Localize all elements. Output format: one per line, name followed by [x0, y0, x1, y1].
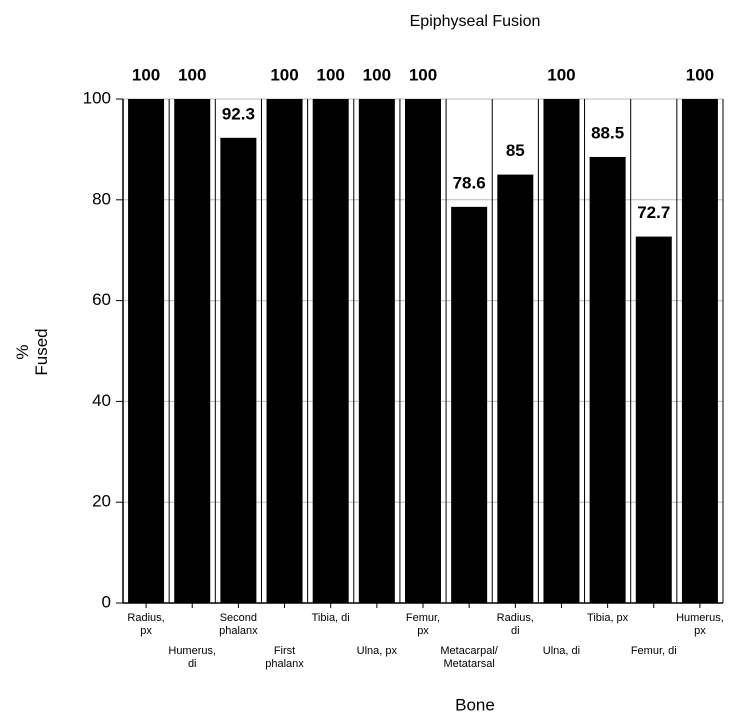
bar — [358, 99, 395, 603]
x-tick-label: Humerus, px — [676, 612, 724, 637]
value-label: 85 — [506, 141, 525, 160]
x-tick-label: Tibia, di — [311, 612, 350, 624]
y-tick-label: 100 — [83, 88, 111, 107]
bar — [174, 99, 211, 603]
x-tick-label: Metacarpal/ Metatarsal — [440, 645, 498, 670]
x-tick-label: Ulna, di — [542, 645, 581, 657]
value-label: 88.5 — [591, 123, 624, 142]
value-label: 100 — [363, 65, 391, 84]
value-label: 92.3 — [222, 104, 255, 123]
bar — [681, 99, 718, 603]
x-tick-label: Radius, di — [496, 612, 534, 637]
x-tick-label: Radius, px — [127, 612, 165, 637]
chart-title: Epiphyseal Fusion — [410, 13, 541, 30]
value-label: 100 — [409, 65, 437, 84]
y-tick-label: 60 — [92, 290, 111, 309]
bar — [312, 99, 349, 603]
x-tick-label: Femur, px — [405, 612, 441, 637]
x-tick-label: Femur, di — [630, 645, 677, 657]
y-axis-title: % Fused — [13, 328, 51, 376]
bar — [451, 206, 488, 603]
bar — [405, 99, 441, 603]
bar — [220, 137, 257, 604]
value-label: 100 — [686, 65, 714, 84]
x-tick-label: Ulna, px — [356, 645, 398, 657]
x-tick-label: First phalanx — [265, 645, 304, 670]
value-label: 100 — [132, 65, 160, 84]
x-axis-title: Bone — [455, 695, 495, 714]
value-label: 72.7 — [637, 203, 670, 222]
y-tick-label: 40 — [92, 391, 111, 410]
bar — [543, 99, 580, 603]
value-label: 100 — [178, 65, 206, 84]
value-label: 100 — [317, 65, 345, 84]
y-tick-label: 20 — [92, 492, 111, 511]
bar — [497, 174, 534, 603]
bar — [589, 156, 626, 603]
y-tick-label: 80 — [92, 189, 111, 208]
value-label: 100 — [270, 65, 298, 84]
x-tick-label: Second phalanx — [219, 612, 258, 637]
bar — [128, 99, 165, 603]
bar — [266, 99, 303, 603]
x-tick-label: Humerus, di — [168, 645, 217, 670]
y-tick-label: 0 — [102, 592, 111, 611]
value-label: 100 — [547, 65, 575, 84]
bar — [635, 236, 672, 604]
x-tick-label: Tibia, px — [587, 612, 629, 624]
value-label: 78.6 — [453, 173, 486, 192]
